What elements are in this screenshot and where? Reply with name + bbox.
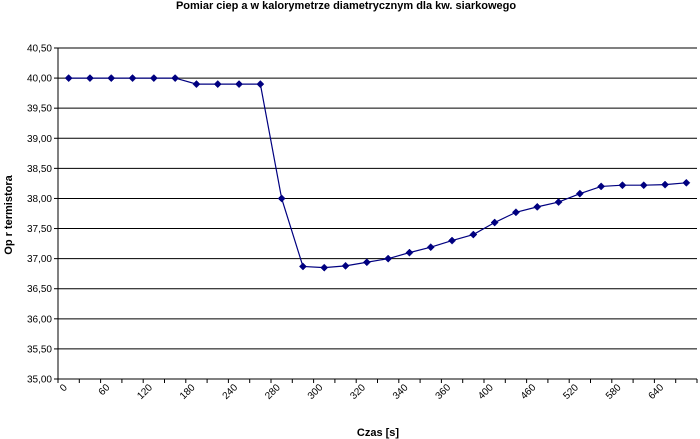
x-tick-label: 340 xyxy=(391,382,411,402)
x-tick-label: 240 xyxy=(221,382,241,402)
x-tick-label: 280 xyxy=(263,382,283,402)
y-tick-label: 40,00 xyxy=(27,74,52,85)
data-point xyxy=(107,74,116,83)
y-tick-label: 40,50 xyxy=(27,44,52,55)
data-point xyxy=(682,178,691,187)
y-tick-label: 36,00 xyxy=(27,314,52,325)
data-point xyxy=(85,74,94,83)
x-tick-label: 320 xyxy=(348,382,368,402)
series-markers xyxy=(64,74,691,272)
data-point xyxy=(661,180,670,189)
grid-lines xyxy=(54,47,698,383)
data-point xyxy=(277,194,286,203)
y-tick-label: 38,50 xyxy=(27,164,52,175)
data-point xyxy=(575,189,584,198)
data-point xyxy=(511,208,520,217)
data-point xyxy=(192,80,201,89)
data-point xyxy=(320,263,329,272)
data-point xyxy=(213,80,222,89)
series-path xyxy=(68,77,687,269)
data-point xyxy=(64,74,73,83)
chart-title: Pomiar ciep a w kalorymetrze diametryczn… xyxy=(176,0,516,12)
y-tick-label: 35,00 xyxy=(27,375,52,386)
data-point xyxy=(533,202,542,211)
x-tick-label: 0 xyxy=(58,382,70,394)
data-point xyxy=(362,258,371,267)
series-line xyxy=(68,77,687,269)
x-tick-label: 460 xyxy=(519,382,539,402)
data-point xyxy=(597,182,606,191)
x-tick-label: 640 xyxy=(647,382,667,402)
data-point xyxy=(256,80,265,89)
x-tick-label: 520 xyxy=(561,382,581,402)
data-point xyxy=(128,74,137,83)
data-point xyxy=(469,230,478,239)
y-tick-label: 38,00 xyxy=(27,194,52,205)
x-tick-labels: 0 60 120 180 240 280 300 320 340 360 400 460 520 580 6… xyxy=(58,382,666,402)
y-tick-labels: 35,00 35,50 36,00 36,50 37,00 37,50 38,00 38,50… xyxy=(27,44,52,386)
data-point xyxy=(426,243,435,252)
y-tick-label: 37,00 xyxy=(27,254,52,265)
y-tick-label: 39,00 xyxy=(27,134,52,145)
data-point xyxy=(149,74,158,83)
data-point xyxy=(405,248,414,257)
data-point xyxy=(618,181,627,190)
x-tick-label: 400 xyxy=(476,382,496,402)
data-point xyxy=(554,198,563,207)
x-tick-label: 180 xyxy=(178,382,198,402)
data-point xyxy=(298,262,307,271)
y-tick-label: 35,50 xyxy=(27,344,52,355)
data-point xyxy=(171,74,180,83)
x-tick-label: 580 xyxy=(604,382,624,402)
y-tick-label: 37,50 xyxy=(27,224,52,235)
y-tick-label: 39,50 xyxy=(27,104,52,115)
x-axis-label: Czas [s] xyxy=(357,427,400,439)
data-point xyxy=(341,261,350,270)
data-point xyxy=(490,218,499,227)
x-tick-label: 300 xyxy=(306,382,326,402)
y-axis-label: Op r termistora xyxy=(3,174,15,254)
x-tick-label: 120 xyxy=(135,382,155,402)
data-point xyxy=(448,236,457,245)
x-tick-label: 60 xyxy=(97,382,113,398)
data-point xyxy=(639,181,648,190)
data-point xyxy=(235,80,244,89)
data-point xyxy=(384,254,393,263)
y-tick-label: 36,50 xyxy=(27,284,52,295)
x-tick-label: 360 xyxy=(434,382,454,402)
